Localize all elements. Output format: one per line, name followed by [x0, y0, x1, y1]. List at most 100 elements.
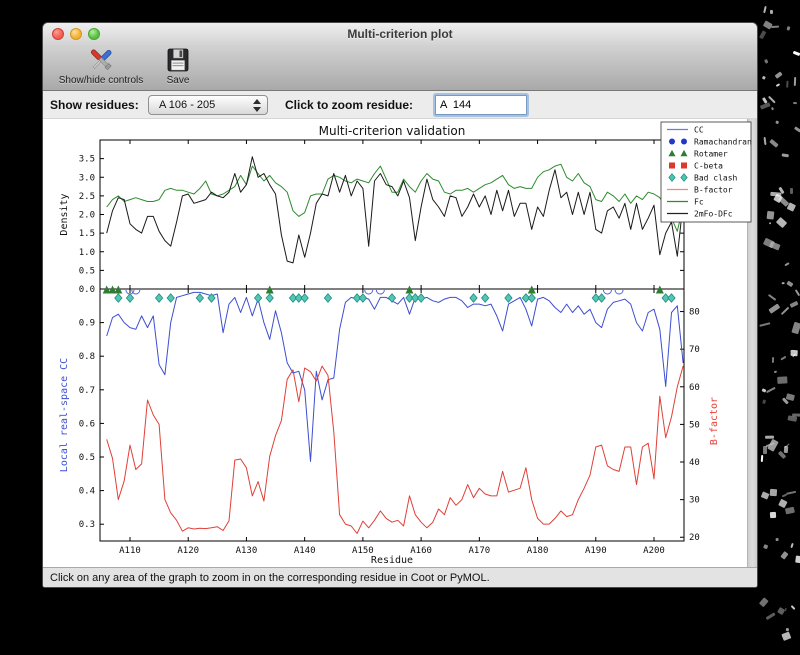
tools-icon: [90, 49, 112, 71]
bad-clash-marker: [527, 293, 536, 303]
legend-triangle-icon: [680, 149, 688, 157]
outlier-markers: [102, 285, 676, 303]
bad-clash-marker: [265, 293, 274, 303]
x-tick-label: A160: [410, 546, 432, 556]
density-tick-label: 0.5: [79, 266, 95, 276]
screen-artifacts: [756, 0, 800, 655]
cc-tick-label: 0.4: [79, 487, 95, 497]
ramachandran-marker: [131, 289, 141, 295]
show-residues-value: A 106 - 205: [159, 99, 216, 111]
bad-clash-marker: [114, 293, 123, 303]
bfactor-axis-label: B-factor: [709, 397, 720, 445]
save-button[interactable]: Save: [155, 47, 201, 89]
figure-title: Multi-criterion validation: [319, 124, 466, 138]
bfactor-tick-label: 30: [689, 496, 700, 506]
bad-clash-marker: [358, 293, 368, 303]
bad-clash-marker: [469, 293, 478, 303]
show-residues-dropdown[interactable]: A 106 - 205: [148, 95, 268, 115]
bad-clash-marker: [667, 293, 676, 303]
density-tick-label: 2.0: [79, 211, 95, 221]
rotamer-outlier-marker: [405, 285, 414, 294]
x-tick-label: A180: [527, 546, 549, 556]
rotamer-outlier-marker: [265, 285, 274, 294]
bad-clash-marker: [352, 293, 362, 303]
cc-series-line: [106, 291, 684, 462]
rotamer-outlier-marker: [108, 285, 117, 294]
stepper-icon: [253, 99, 262, 112]
bad-clash-marker: [166, 293, 175, 303]
legend-label: 2mFo-DFc: [694, 210, 733, 219]
density-tick-label: 3.0: [79, 173, 95, 183]
x-axis-label: Residue: [371, 555, 413, 566]
title-bar[interactable]: Multi-criterion plot: [43, 23, 757, 45]
legend: CC Ramachandran Rotamer C-beta Bad clash B-fa…: [660, 121, 752, 223]
minimize-button[interactable]: [70, 28, 82, 40]
x-tick-label: A150: [352, 546, 374, 556]
density-axis-label: Density: [59, 193, 70, 235]
ramachandran-marker: [614, 289, 624, 295]
bad-clash-marker: [387, 293, 397, 303]
cc-tick-label: 0.6: [79, 419, 95, 429]
legend-square-icon: [669, 162, 675, 169]
show-hide-controls-button[interactable]: Show/hide controls: [47, 47, 155, 89]
cc-tick-label: 0.5: [79, 453, 95, 463]
density-tick-label: 0.0: [79, 285, 95, 295]
density-tick-label: 3.5: [79, 155, 95, 165]
ramachandran-marker: [375, 289, 385, 295]
bad-clash-marker: [253, 293, 263, 303]
bfactor-tick-label: 60: [689, 383, 700, 393]
zoom-button[interactable]: [88, 28, 100, 40]
status-text: Click on any area of the graph to zoom i…: [50, 572, 490, 584]
bad-clash-marker: [591, 293, 600, 303]
toolbar: Show/hide controls Save: [43, 45, 757, 91]
legend-label: CC: [694, 126, 704, 135]
x-tick-label: A120: [177, 546, 199, 556]
legend-triangle-icon: [668, 149, 676, 157]
bad-clash-marker: [481, 293, 490, 303]
bad-clash-marker: [405, 293, 414, 303]
legend-diamond-icon: [680, 173, 688, 182]
save-label: Save: [166, 75, 190, 86]
zoom-residue-input[interactable]: [435, 95, 527, 115]
cc-axis-label: Local real-space CC: [59, 358, 70, 472]
bad-clash-marker: [300, 293, 309, 303]
x-tick-label: A110: [119, 546, 141, 556]
bad-clash-marker: [416, 293, 426, 303]
cc-tick-label: 0.7: [79, 386, 95, 396]
legend-square-icon: [681, 162, 687, 169]
density-tick-label: 1.5: [79, 229, 95, 239]
cc-tick-label: 0.8: [79, 352, 95, 362]
window-title: Multi-criterion plot: [347, 27, 453, 41]
legend-diamond-icon: [668, 173, 676, 182]
legend-label: Bad clash: [694, 174, 738, 183]
cc-tick-label: 0.9: [79, 319, 95, 329]
b-factor-series-line: [106, 365, 684, 534]
bad-clash-marker: [207, 293, 216, 303]
density-tick-label: 2.5: [79, 192, 95, 202]
figure-scroll-strip[interactable]: [747, 119, 757, 567]
ramachandran-marker: [364, 289, 374, 295]
x-tick-label: A190: [585, 546, 607, 556]
fc-series-line: [106, 163, 684, 232]
show-residues-label: Show residues:: [50, 98, 139, 112]
legend-label: C-beta: [694, 162, 723, 171]
controls-row: Show residues: A 106 - 205 Click to zoom…: [43, 91, 757, 119]
rotamer-outlier-marker: [527, 285, 536, 294]
x-tick-label: A130: [236, 546, 258, 556]
bad-clash-marker: [597, 293, 606, 303]
bad-clash-marker: [661, 293, 670, 303]
bad-clash-marker: [154, 293, 164, 303]
legend-label: Rotamer: [694, 150, 728, 159]
multi-criterion-chart[interactable]: A110 A120 A130 A140 A150 A160 A170 A180 A190 A200…: [43, 119, 758, 567]
bfactor-tick-label: 40: [689, 458, 700, 468]
close-button[interactable]: [52, 28, 64, 40]
rotamer-outlier-marker: [102, 285, 111, 294]
legend-box: [660, 121, 752, 223]
rotamer-outlier-marker: [114, 285, 123, 294]
legend-label: Ramachandran: [694, 138, 752, 147]
x-tick-label: A170: [468, 546, 490, 556]
bad-clash-marker: [323, 293, 333, 303]
cc-tick-label: 0.3: [79, 520, 95, 530]
rotamer-outlier-marker: [655, 285, 664, 294]
chart-canvas[interactable]: A110 A120 A130 A140 A150 A160 A170 A180 A190 A200…: [43, 119, 758, 567]
